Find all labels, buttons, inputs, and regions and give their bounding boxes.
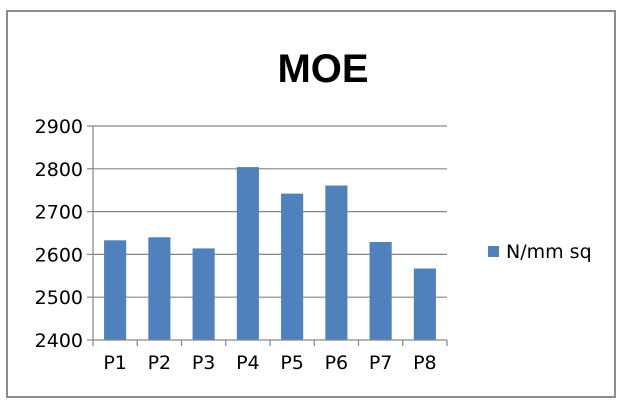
x-tick-label-P4: P4 — [236, 352, 260, 374]
bar-P4 — [236, 167, 259, 340]
chart-title: MOE — [277, 47, 368, 91]
bar-P5 — [281, 193, 304, 340]
bar-P8 — [413, 268, 436, 340]
y-tick-label-2700: 2700 — [35, 202, 83, 224]
gridlines — [93, 125, 447, 298]
legend[interactable]: N/mm sq — [488, 241, 592, 263]
x-tick-label-P3: P3 — [192, 352, 216, 374]
axes — [87, 125, 448, 346]
bar-P3 — [192, 248, 215, 340]
y-tick-label-2400: 2400 — [35, 330, 83, 352]
x-tick-label-P5: P5 — [280, 352, 304, 374]
y-tick-label-2800: 2800 — [35, 159, 83, 181]
bar-series — [104, 167, 436, 340]
x-tick-label-P7: P7 — [369, 352, 393, 374]
legend-swatch — [488, 246, 499, 257]
bar-P1 — [104, 240, 127, 340]
y-tick-label-2600: 2600 — [35, 244, 83, 266]
bar-P2 — [148, 237, 171, 340]
x-tick-label-P1: P1 — [103, 352, 127, 374]
y-tick-label-2900: 2900 — [35, 116, 83, 138]
x-tick-label-P6: P6 — [325, 352, 349, 374]
bar-P6 — [325, 185, 348, 340]
bar-P7 — [369, 241, 392, 340]
y-tick-label-2500: 2500 — [35, 287, 83, 309]
x-tick-label-P8: P8 — [413, 352, 437, 374]
x-axis-tick-labels: P1 P2 P3 P4 P5 P6 P7 P8 — [103, 352, 436, 374]
x-tick-label-P2: P2 — [148, 352, 172, 374]
legend-label: N/mm sq — [506, 241, 592, 263]
y-axis-tick-labels: 2400 2500 2600 2700 2800 2900 — [35, 116, 83, 352]
